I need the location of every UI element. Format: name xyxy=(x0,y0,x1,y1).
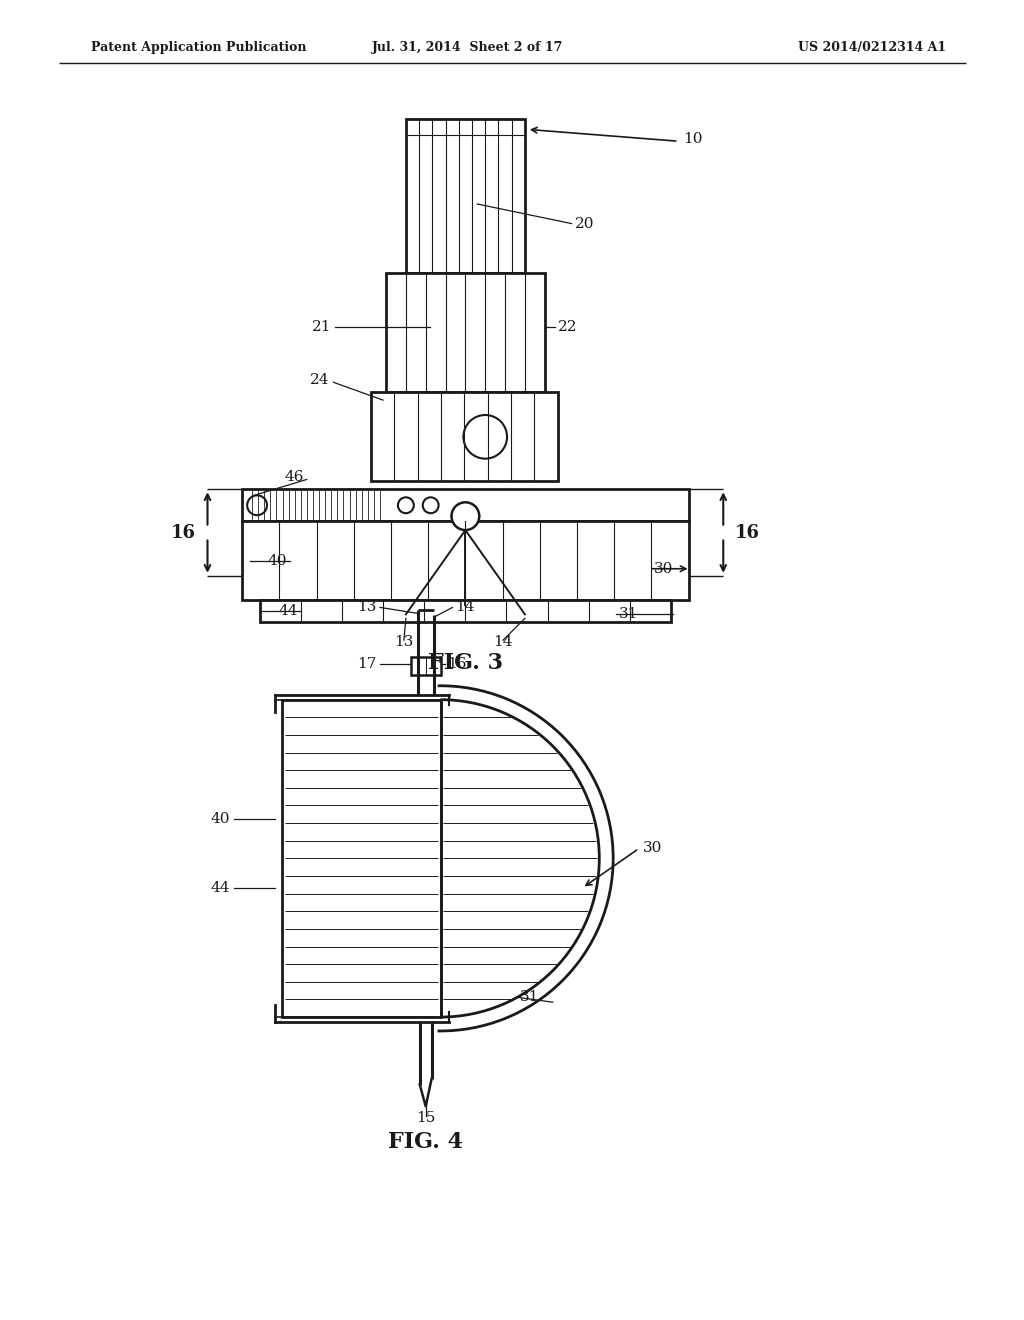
Text: 10: 10 xyxy=(684,132,703,147)
Circle shape xyxy=(464,414,507,458)
Text: 13: 13 xyxy=(394,635,414,649)
Text: 46: 46 xyxy=(285,470,304,484)
Bar xyxy=(243,490,688,521)
Bar xyxy=(371,392,558,482)
Text: FIG. 4: FIG. 4 xyxy=(388,1131,463,1154)
Text: 44: 44 xyxy=(211,882,230,895)
Text: 40: 40 xyxy=(267,554,287,568)
Bar xyxy=(260,601,671,622)
Circle shape xyxy=(423,498,438,513)
Text: Patent Application Publication: Patent Application Publication xyxy=(91,41,307,54)
Text: 13: 13 xyxy=(356,601,376,614)
Circle shape xyxy=(247,495,267,515)
Text: 44: 44 xyxy=(279,605,298,618)
Text: 30: 30 xyxy=(643,841,663,855)
Text: 16: 16 xyxy=(171,524,196,541)
Text: US 2014/0212314 A1: US 2014/0212314 A1 xyxy=(799,41,946,54)
Text: 17: 17 xyxy=(356,657,376,671)
Text: 24: 24 xyxy=(310,374,330,387)
Text: FIG. 3: FIG. 3 xyxy=(428,652,503,675)
Text: 31: 31 xyxy=(620,607,639,622)
Text: 31: 31 xyxy=(520,990,540,1005)
Circle shape xyxy=(398,498,414,513)
Text: 20: 20 xyxy=(574,216,594,231)
Bar xyxy=(406,119,525,273)
Text: 16: 16 xyxy=(447,657,467,671)
Text: 30: 30 xyxy=(654,562,673,576)
Bar xyxy=(282,700,440,1018)
Bar xyxy=(243,521,688,601)
Bar xyxy=(386,273,545,392)
Text: 14: 14 xyxy=(494,635,513,649)
Text: 15: 15 xyxy=(416,1111,435,1125)
Text: 40: 40 xyxy=(211,812,230,826)
Circle shape xyxy=(452,503,479,531)
Text: 22: 22 xyxy=(558,319,578,334)
Text: 21: 21 xyxy=(312,319,332,334)
Text: Jul. 31, 2014  Sheet 2 of 17: Jul. 31, 2014 Sheet 2 of 17 xyxy=(372,41,563,54)
Text: 14: 14 xyxy=(456,601,475,614)
Text: 16: 16 xyxy=(735,524,760,541)
